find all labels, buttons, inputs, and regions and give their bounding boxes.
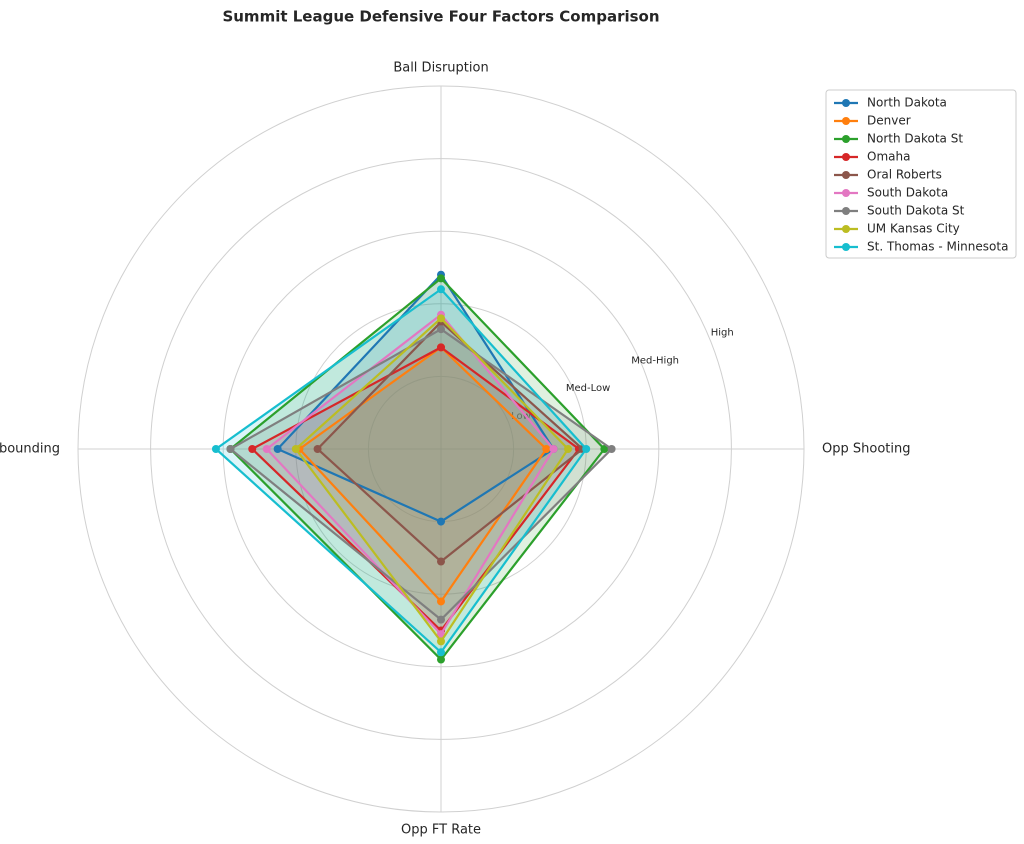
data-point [600,445,609,453]
axis-label: Opp FT Rate [401,823,481,838]
data-point [437,637,445,646]
r-tick-label: Med-High [631,355,679,366]
data-point [437,343,445,352]
series-area [252,347,579,631]
legend-label: South Dakota St [867,204,965,218]
data-point [437,648,445,657]
data-point [437,325,445,334]
legend-marker [842,153,850,161]
legend-box [825,89,1017,259]
r-tick-label: Low [511,411,531,422]
legend-label: North Dakota St [867,132,963,146]
legend-label: Denver [867,114,911,128]
legend-marker [842,189,850,197]
data-point [291,445,300,453]
legend-label: Omaha [867,150,910,164]
r-tick-label: High [711,328,734,339]
legend-marker [842,243,850,251]
legend-label: North Dakota [867,96,947,110]
data-point [437,597,445,606]
data-point [437,285,445,294]
data-point [437,314,445,323]
legend-marker [842,99,850,107]
data-point [437,655,445,664]
legend-label: UM Kansas City [867,222,960,236]
data-point [564,445,573,453]
chart-title: Summit League Defensive Four Factors Com… [222,8,659,26]
legend-marker [842,117,850,125]
data-point [437,557,445,566]
legend-marker [842,207,850,215]
legend-marker [842,225,850,233]
data-point [437,615,445,624]
data-point [549,445,558,453]
data-point [273,445,282,453]
r-tick-label: Med-Low [566,383,610,394]
legend-marker [842,171,850,179]
data-point [437,517,445,526]
data-point [607,445,616,453]
axis-label: Def Rebounding [0,442,60,457]
legend-label: South Dakota [867,186,948,200]
axis-label: Opp Shooting [822,442,910,457]
data-point [211,445,220,453]
data-point [542,445,551,453]
data-point [248,445,257,453]
data-point [262,445,271,453]
legend-label: Oral Roberts [867,168,942,182]
series-area [295,318,569,642]
data-point [437,274,445,283]
axis-label: Ball Disruption [393,61,488,76]
data-point [582,445,591,453]
data-point [226,445,235,453]
legend-marker [842,135,850,143]
data-point [313,445,322,453]
series-area [277,274,554,522]
legend-label: St. Thomas - Minnesota [867,240,1008,254]
data-point [437,630,445,639]
